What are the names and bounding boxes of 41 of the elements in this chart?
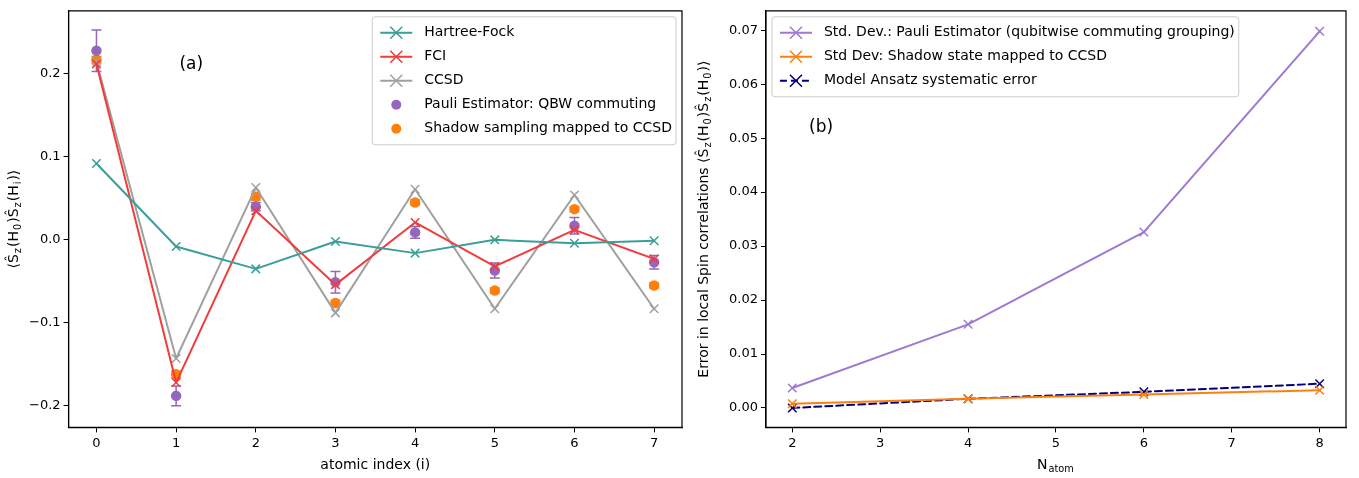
y-tick-label: 0.05 — [728, 129, 758, 145]
y-tick-label: −0.2 — [28, 397, 61, 413]
text: ⟨Ŝz(H0)Ŝz(Hi)⟩ — [4, 169, 23, 269]
legend-label: Std. Dev.: Pauli Estimator (qubitwise commuting grouping) — [823, 23, 1235, 40]
text: Error in local Spin correlations ⟨Ŝz(H0)Ŝz(H0)⟩ — [694, 60, 713, 378]
x-tick-label: 7 — [1227, 434, 1236, 450]
x-axis-title: atomic index (i) — [320, 456, 431, 473]
x-tick-label: 4 — [410, 434, 420, 450]
legend-label: Shadow sampling mapped to CCSD — [424, 119, 673, 136]
x-tick-label: 0 — [92, 434, 101, 450]
y-tick-label: 0.03 — [728, 237, 758, 253]
legend-label: CCSD — [424, 71, 464, 88]
x-tick-label: 1 — [171, 434, 181, 450]
legend-label: Model Ansatz systematic error — [823, 71, 1037, 88]
y-tick-label: 0.0 — [39, 231, 61, 247]
y-tick-label: 0.01 — [728, 345, 758, 361]
y-tick-label: 0.06 — [728, 75, 758, 91]
legend-label: Pauli Estimator: QBW commuting — [424, 95, 657, 112]
annotation: (a) — [179, 53, 204, 74]
y-tick-label: 0.04 — [728, 183, 758, 199]
x-tick-label: 5 — [1051, 434, 1061, 450]
x-tick-label: 6 — [1139, 434, 1148, 450]
y-tick-label: −0.1 — [28, 314, 61, 330]
x-tick-label: 5 — [490, 434, 499, 450]
y-tick-label: 0.00 — [728, 399, 758, 415]
x-tick-label: 3 — [331, 434, 340, 450]
legend-label: FCI — [424, 47, 447, 64]
y-tick-label: 0.2 — [39, 65, 61, 81]
y-tick-label: 0.02 — [728, 291, 758, 307]
x-tick-label: 4 — [963, 434, 973, 450]
x-tick-label: 2 — [788, 434, 797, 450]
x-tick-label: 3 — [876, 434, 885, 450]
y-tick-label: 0.07 — [728, 21, 758, 37]
x-tick-label: 2 — [251, 434, 260, 450]
x-tick-label: 7 — [649, 434, 659, 450]
y-tick-label: 0.1 — [39, 148, 61, 164]
x-tick-label: 8 — [1315, 434, 1324, 450]
legend-label: Std Dev: Shadow state mapped to CCSD — [823, 47, 1108, 64]
x-tick-label: 6 — [570, 434, 579, 450]
annotation: (b) — [809, 115, 834, 136]
legend-label: Hartree-Fock — [424, 23, 516, 40]
